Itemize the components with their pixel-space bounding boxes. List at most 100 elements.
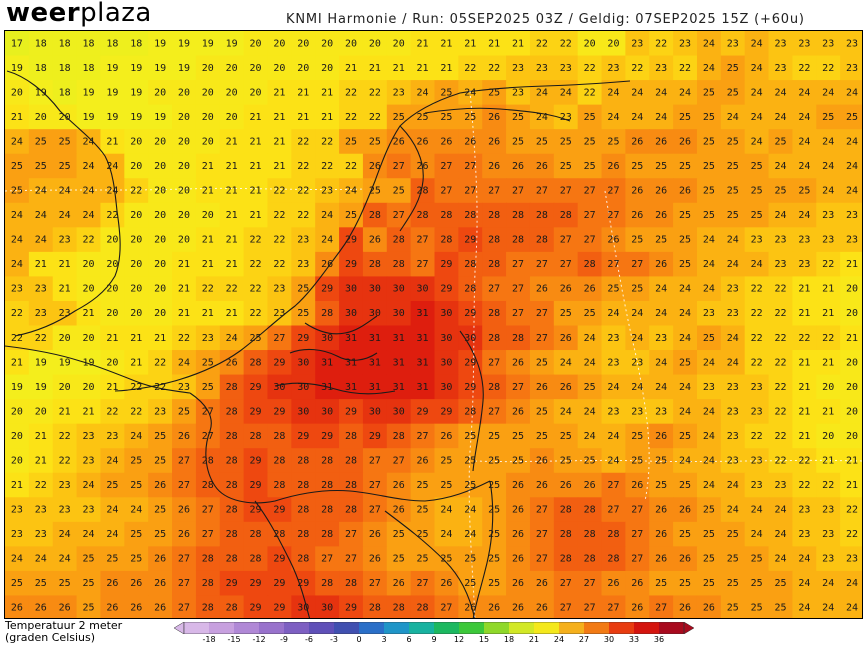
temperature-cell-fill [28, 472, 54, 498]
temperature-cell-fill [195, 325, 221, 351]
temperature-cell-fill [195, 472, 221, 498]
temperature-cell-fill [458, 350, 483, 376]
temperature-cell-fill [28, 227, 54, 253]
temperature-value-label: 22 [774, 284, 786, 295]
temperature-cell-fill [52, 178, 78, 204]
temperature-cell-fill [28, 300, 54, 327]
temperature-cell-fill [458, 227, 483, 253]
temperature-value-label: 23 [751, 455, 763, 466]
temperature-value-label: 27 [631, 554, 643, 565]
temperature-cell-fill [315, 423, 340, 449]
temperature-cell-fill [410, 55, 436, 81]
temperature-cell-fill [840, 546, 862, 572]
temperature-cell-fill [315, 325, 340, 351]
temperature-cell-fill [625, 104, 650, 130]
temperature-value-label: 27 [202, 406, 214, 417]
temperature-cell-fill [840, 55, 862, 81]
temperature-value-label: 22 [297, 161, 309, 172]
temperature-value-label: 25 [846, 112, 858, 123]
temperature-cell-fill [291, 546, 316, 572]
temperature-value-label: 26 [154, 554, 166, 565]
temperature-cell-fill [386, 251, 412, 278]
temperature-value-label: 23 [822, 210, 834, 221]
temperature-cell-fill [172, 595, 197, 618]
temperature-cell-fill [291, 178, 316, 204]
temperature-value-label: 24 [798, 136, 810, 147]
temperature-value-label: 23 [703, 308, 715, 319]
temperature-cell-fill [410, 31, 436, 57]
temperature-value-label: 21 [226, 186, 238, 197]
temperature-value-label: 25 [703, 186, 715, 197]
temperature-value-label: 24 [703, 259, 715, 270]
temperature-cell-fill [148, 104, 173, 130]
temperature-value-label: 21 [226, 136, 238, 147]
temperature-value-label: 25 [130, 554, 142, 565]
temperature-value-label: 25 [202, 357, 214, 368]
temperature-cell-fill [219, 300, 245, 327]
temperature-cell-fill [506, 251, 531, 278]
temperature-cell-fill [816, 31, 841, 57]
temperature-value-label: 23 [846, 554, 858, 565]
temperature-value-label: 27 [560, 578, 572, 589]
temperature-value-label: 25 [82, 578, 94, 589]
temperature-cell-fill [577, 227, 603, 253]
temperature-value-label: 28 [369, 603, 381, 614]
temperature-cell-fill [529, 399, 555, 425]
temperature-cell-fill [267, 546, 292, 572]
temperature-cell-fill [148, 595, 173, 618]
temperature-value-label: 27 [178, 455, 190, 466]
temperature-value-label: 19 [106, 112, 118, 123]
temperature-cell-fill [267, 374, 292, 400]
temperature-value-label: 23 [846, 235, 858, 246]
temperature-cell-fill [362, 80, 388, 106]
temperature-value-label: 22 [130, 186, 142, 197]
temperature-value-label: 20 [106, 284, 118, 295]
temperature-cell-fill [148, 546, 173, 572]
temperature-value-label: 26 [11, 603, 23, 614]
temperature-cell-fill [696, 227, 722, 253]
temperature-value-label: 24 [607, 308, 619, 319]
temperature-value-label: 26 [703, 603, 715, 614]
temperature-value-label: 20 [154, 136, 166, 147]
temperature-value-label: 30 [321, 603, 333, 614]
temperature-cell-fill [792, 399, 817, 425]
temperature-value-label: 20 [822, 431, 834, 442]
temperature-value-label: 28 [226, 554, 238, 565]
temperature-value-label: 28 [321, 529, 333, 540]
temperature-map[interactable]: 17 18 18 18 18 18 19 19 19 19 20 20 20 20 20 20 20 21 21 21… [4, 30, 863, 619]
temperature-cell-fill [792, 300, 817, 327]
temperature-cell-fill [529, 350, 555, 376]
temperature-value-label: 27 [202, 431, 214, 442]
temperature-value-label: 31 [345, 357, 357, 368]
temperature-cell-fill [76, 276, 102, 302]
temperature-cell-fill [28, 521, 54, 547]
temperature-cell-fill [577, 472, 603, 498]
temperature-cell-fill [577, 153, 603, 179]
temperature-value-label: 25 [154, 431, 166, 442]
temperature-cell-fill [768, 497, 794, 523]
temperature-value-label: 25 [154, 529, 166, 540]
temperature-value-label: 26 [512, 406, 524, 417]
temperature-cell-fill [577, 546, 603, 572]
temperature-cell-fill [529, 178, 555, 204]
temperature-value-label: 29 [273, 603, 285, 614]
temperature-cell-fill [362, 202, 388, 228]
temperature-cell-fill [28, 251, 54, 278]
temperature-cell-fill [577, 55, 603, 81]
temperature-cell-fill [362, 31, 388, 57]
temperature-cell-fill [339, 570, 364, 597]
temperature-cell-fill [458, 472, 483, 498]
temperature-cell-fill [291, 497, 316, 523]
temperature-cell-fill [100, 153, 125, 179]
temperature-cell-fill [434, 129, 459, 155]
temperature-cell-fill [673, 546, 698, 572]
temperature-cell-fill [28, 497, 54, 523]
temperature-cell-fill [124, 104, 149, 130]
temperature-value-label: 26 [584, 480, 596, 491]
temperature-value-label: 26 [655, 505, 667, 516]
temperature-cell-fill [410, 325, 436, 351]
temperature-value-label: 25 [59, 161, 71, 172]
temperature-value-label: 26 [440, 578, 452, 589]
temperature-cell-fill [172, 55, 197, 81]
temperature-cell-fill [792, 55, 817, 81]
